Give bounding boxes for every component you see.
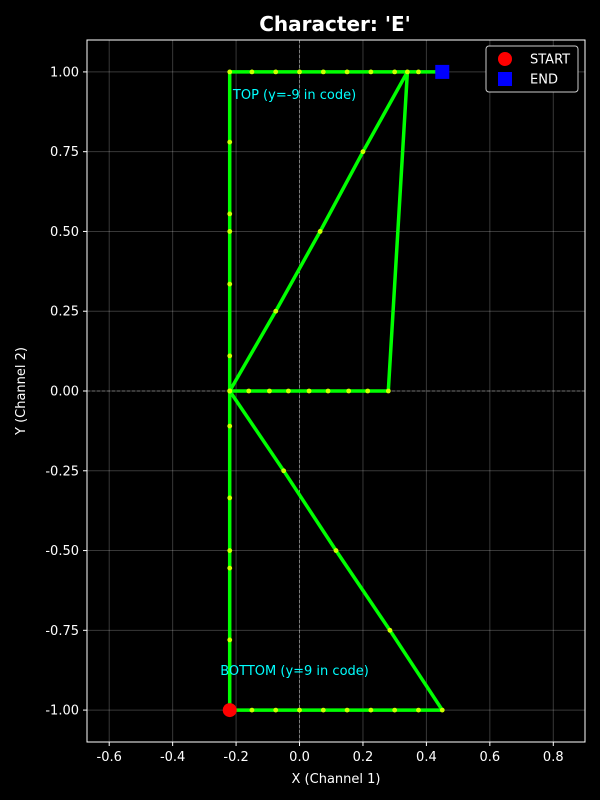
x-tick-label: -0.4 <box>160 750 185 765</box>
sample-point <box>404 69 410 75</box>
sample-point <box>346 388 352 394</box>
annotation-label: BOTTOM (y=9 in code) <box>220 664 369 679</box>
sample-point <box>416 707 421 713</box>
sample-point <box>227 139 233 145</box>
sample-point <box>266 388 272 394</box>
sample-point <box>227 229 233 234</box>
y-tick-label: 1.00 <box>50 65 79 80</box>
sample-point <box>317 229 323 234</box>
x-tick-label: 0.2 <box>353 750 374 765</box>
sample-point <box>385 388 391 394</box>
legend-label: START <box>530 53 570 68</box>
sample-point <box>344 69 350 75</box>
sample-point <box>297 69 302 75</box>
sample-point <box>360 149 366 155</box>
legend-marker-end <box>498 72 512 86</box>
x-tick-label: 0.8 <box>543 750 564 765</box>
y-tick-label: 0.25 <box>50 305 79 320</box>
legend: START END <box>485 45 579 93</box>
x-axis-ticks: -0.6 -0.4 -0.2 0.0 0.2 0.4 0.6 0.8 <box>97 742 564 765</box>
annotations: TOP (y=-9 in code) BOTTOM (y=9 in code) <box>220 88 369 679</box>
y-axis-label: Y (Channel 2) <box>14 347 29 436</box>
sample-point <box>297 707 302 713</box>
sample-point <box>281 468 287 474</box>
y-tick-label: 0.50 <box>50 225 79 240</box>
sample-point <box>227 423 233 429</box>
sample-point <box>368 707 374 713</box>
y-tick-label: -0.50 <box>45 544 79 559</box>
x-tick-label: 0.4 <box>416 750 437 765</box>
start-marker <box>222 703 237 718</box>
sample-point <box>286 388 291 394</box>
sample-point <box>227 495 233 501</box>
sample-point <box>249 69 255 75</box>
y-axis-ticks: -1.00 -0.75 -0.50 -0.25 0.00 0.25 0.50 0.75 1.00 <box>45 65 87 719</box>
sample-point <box>227 281 233 287</box>
sample-point <box>392 69 398 75</box>
y-tick-label: -0.25 <box>45 464 79 479</box>
y-tick-label: 0.75 <box>50 145 79 160</box>
sample-point <box>249 707 255 713</box>
x-tick-label: -0.2 <box>223 750 248 765</box>
sample-point <box>273 308 279 314</box>
sample-point <box>344 707 350 713</box>
sample-point <box>227 353 233 359</box>
y-tick-label: 0.00 <box>50 385 79 400</box>
sample-point <box>246 388 252 394</box>
sample-point <box>320 69 326 75</box>
sample-point <box>416 69 421 75</box>
sample-point <box>320 707 326 713</box>
y-tick-label: -0.75 <box>45 624 79 639</box>
sample-point <box>325 388 331 394</box>
sample-point <box>273 69 279 75</box>
x-axis-label: X (Channel 1) <box>292 772 381 787</box>
legend-label: END <box>530 73 558 88</box>
x-tick-label: 0.0 <box>289 750 310 765</box>
sample-point <box>227 388 233 394</box>
character-trace <box>222 64 450 718</box>
sample-point <box>333 548 339 553</box>
sample-point <box>227 637 233 643</box>
sample-point <box>439 707 445 713</box>
end-marker <box>435 64 450 79</box>
x-tick-label: -0.6 <box>97 750 122 765</box>
sample-point <box>227 69 233 75</box>
x-tick-label: 0.6 <box>479 750 500 765</box>
sample-point <box>387 627 393 633</box>
legend-marker-start <box>498 52 512 66</box>
annotation-label: TOP (y=-9 in code) <box>232 88 356 103</box>
chart-title: Character: 'E' <box>259 12 410 36</box>
sample-point <box>227 211 233 217</box>
sample-point <box>273 707 279 713</box>
sample-point <box>227 548 233 553</box>
sample-point <box>392 707 398 713</box>
sample-point <box>227 565 233 571</box>
sample-point <box>365 388 371 394</box>
y-tick-label: -1.00 <box>45 704 79 719</box>
sample-point <box>306 388 312 394</box>
sample-point <box>368 69 374 75</box>
